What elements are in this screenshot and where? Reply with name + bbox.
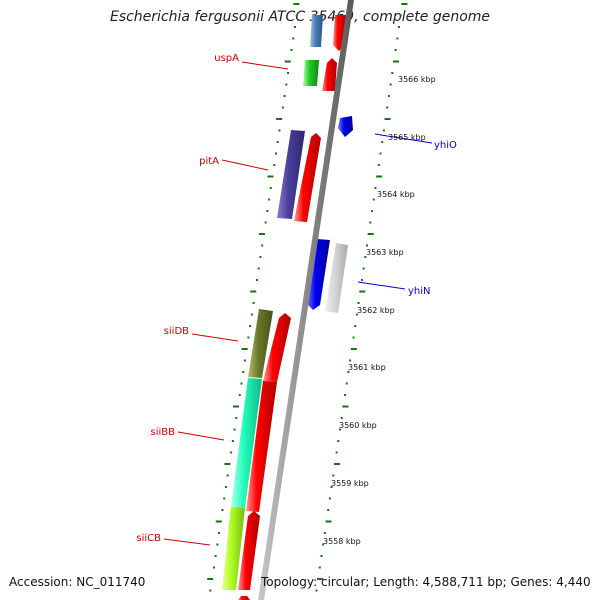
gene-feature-red xyxy=(246,381,277,512)
gene-feature-navy xyxy=(277,130,305,219)
leader-siiBB xyxy=(177,431,225,441)
gene-label-siiCB: siiCB xyxy=(136,533,161,544)
gene-feature-lime xyxy=(222,507,245,590)
gene-feature-blue xyxy=(338,116,353,137)
genome-backbone xyxy=(258,0,354,600)
leader-siiCB xyxy=(163,538,211,546)
gene-feature-red xyxy=(238,596,250,600)
accession-text: Accession: NC_011740 xyxy=(9,575,146,589)
gene-label-yhiN: yhiN xyxy=(408,286,431,297)
leader-yhiN xyxy=(357,281,406,290)
gene-feature-red xyxy=(263,313,291,382)
kbp-scale-labels: 3566 kbp 3565 kbp 3564 kbp 3563 kbp 3562… xyxy=(323,75,436,546)
gene-label-yhiO: yhiO xyxy=(434,140,457,151)
gene-feature-red xyxy=(238,511,260,590)
gene-label-siiBB: siiBB xyxy=(151,427,176,438)
gene-labels: uspA pitA siiDB siiBB siiCB yhiO yhiN xyxy=(136,53,457,544)
genome-title: Escherichia fergusonii ATCC 35469, compl… xyxy=(109,9,491,25)
gene-label-siiDB: siiDB xyxy=(164,326,189,337)
leader-yhiO xyxy=(374,133,433,144)
label-leaders xyxy=(163,61,433,546)
leader-siiDB xyxy=(191,333,239,342)
leader-pitA xyxy=(221,159,269,171)
kbp-label: 3563 kbp xyxy=(366,248,404,257)
gene-feature-olive xyxy=(248,309,273,378)
right-tick-track xyxy=(315,3,408,592)
kbp-label: 3561 kbp xyxy=(348,363,386,372)
topology-text: Topology: circular; Length: 4,588,711 bp… xyxy=(261,575,591,589)
kbp-label: 3558 kbp xyxy=(323,537,361,546)
gene-feature-red xyxy=(322,58,337,91)
left-tick-track xyxy=(207,3,300,592)
kbp-label: 3560 kbp xyxy=(339,421,377,430)
gene-feature-green xyxy=(303,60,319,86)
kbp-label: 3566 kbp xyxy=(398,75,436,84)
gene-feature-grey xyxy=(325,243,348,313)
gene-feature-teal xyxy=(231,378,262,508)
kbp-label: 3562 kbp xyxy=(357,306,395,315)
gene-feature-red xyxy=(294,133,321,222)
leader-uspA xyxy=(241,61,289,70)
kbp-label: 3559 kbp xyxy=(331,479,369,488)
gene-label-pitA: pitA xyxy=(199,156,219,167)
kbp-label: 3565 kbp xyxy=(388,133,426,142)
gene-feature-steelblue xyxy=(310,15,323,47)
kbp-label: 3564 kbp xyxy=(377,190,415,199)
gene-label-uspA: uspA xyxy=(214,53,239,64)
gene-feature-blue xyxy=(306,239,330,310)
gene-features xyxy=(222,15,353,600)
